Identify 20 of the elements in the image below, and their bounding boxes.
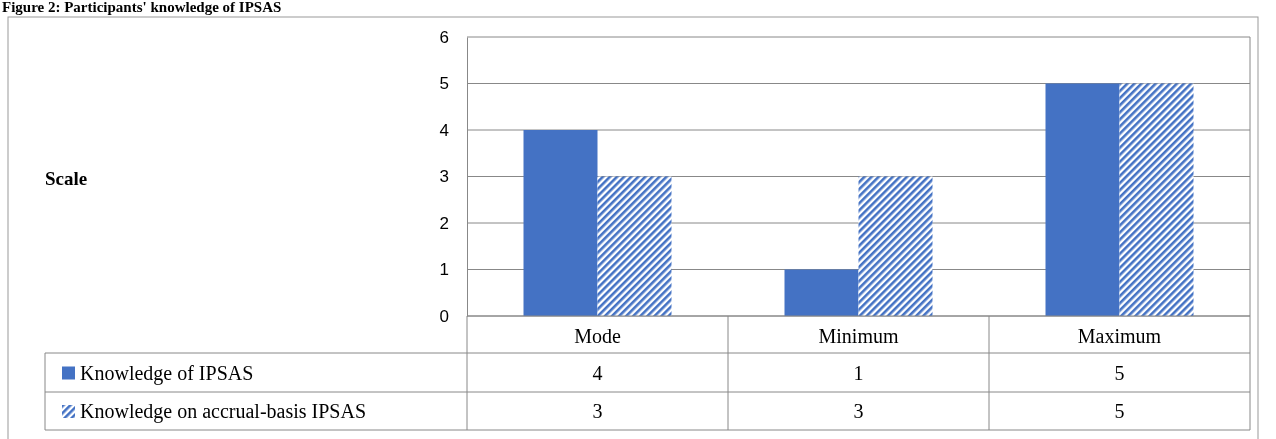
y-tick-label: 6 — [439, 27, 449, 47]
data-label: 3 — [853, 400, 864, 422]
y-tick-label: 4 — [439, 120, 449, 140]
data-label: 1 — [853, 361, 864, 384]
x-tick-label: Maximum — [1077, 325, 1162, 347]
legend-label: Knowledge of IPSAS — [80, 361, 254, 385]
y-tick-label: 5 — [439, 74, 449, 94]
data-label: 5 — [1114, 361, 1125, 384]
data-label: 5 — [1114, 400, 1125, 422]
y-tick-label: 2 — [439, 213, 449, 233]
text: Figure 2: Participants' knowledge of IPSAS — [2, 0, 282, 15]
legend-label: Knowledge on accrual-basis IPSAS — [80, 400, 367, 423]
y-tick-label: 1 — [439, 260, 449, 280]
data-label: 4 — [592, 361, 603, 384]
text: Scale — [45, 168, 88, 189]
y-tick-label: 3 — [439, 167, 449, 187]
y-tick-label: 0 — [439, 306, 449, 326]
data-label: 3 — [592, 400, 603, 422]
x-tick-label: Mode — [574, 325, 621, 347]
x-tick-label: Minimum — [818, 325, 899, 347]
